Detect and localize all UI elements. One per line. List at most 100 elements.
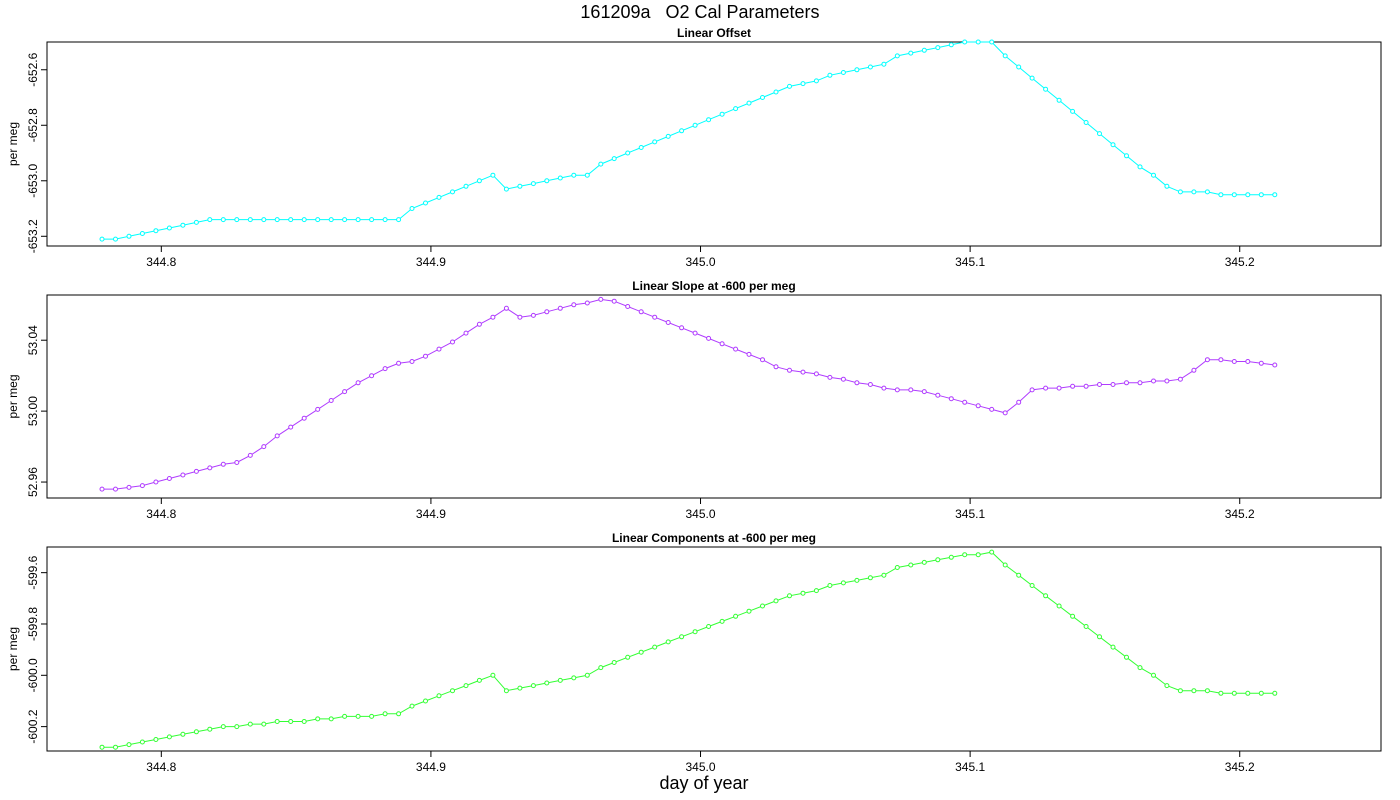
- data-point: [328, 716, 334, 722]
- y-tick-label: -599.6: [26, 555, 40, 589]
- y-tick-label: 53.00: [26, 396, 40, 426]
- data-point: [301, 719, 307, 724]
- data-point: [1110, 644, 1116, 650]
- data-point: [840, 580, 846, 586]
- data-point: [746, 608, 752, 614]
- data-point: [948, 554, 954, 560]
- data-point: [166, 225, 172, 231]
- data-point: [139, 231, 145, 236]
- data-point: [1016, 64, 1022, 70]
- data-point: [1258, 192, 1264, 198]
- data-point: [1124, 654, 1129, 660]
- data-point: [719, 341, 725, 347]
- data-point: [706, 624, 712, 629]
- data-point: [113, 744, 118, 750]
- data-point: [153, 228, 159, 234]
- data-point: [1083, 624, 1089, 629]
- x-tick-label: 345.1: [955, 760, 985, 774]
- data-point: [1258, 360, 1264, 366]
- data-point: [1056, 97, 1062, 103]
- data-point: [827, 583, 833, 588]
- data-point: [1177, 189, 1183, 195]
- data-point: [975, 403, 981, 409]
- x-axis-label: day of year: [659, 773, 749, 793]
- data-point: [315, 217, 321, 223]
- data-point: [396, 360, 402, 366]
- data-point: [989, 549, 995, 555]
- data-point: [1151, 172, 1156, 178]
- data-point: [867, 382, 873, 387]
- data-point: [288, 424, 294, 430]
- data-point: [840, 70, 846, 75]
- data-point: [1177, 688, 1183, 694]
- data-point: [180, 222, 186, 228]
- y-tick-label: -652.8: [26, 108, 40, 142]
- series-line: [102, 41, 1275, 240]
- data-point: [1056, 603, 1062, 609]
- data-point: [1070, 108, 1076, 114]
- data-point: [166, 476, 172, 481]
- y-axis-label: per meg: [6, 374, 20, 418]
- data-point: [1137, 380, 1143, 386]
- data-point: [342, 217, 348, 223]
- data-point: [638, 145, 644, 150]
- data-point: [975, 552, 981, 558]
- data-point: [153, 737, 159, 742]
- data-point: [369, 217, 375, 223]
- data-point: [1258, 690, 1264, 696]
- data-point: [274, 719, 280, 724]
- data-point: [1245, 359, 1251, 364]
- data-point: [787, 367, 792, 373]
- data-point: [355, 217, 361, 223]
- x-tick-label: 345.2: [1225, 255, 1255, 269]
- data-point: [733, 613, 739, 619]
- x-tick-label: 344.9: [416, 255, 446, 269]
- data-point: [1137, 665, 1143, 671]
- data-point: [652, 139, 658, 145]
- data-point: [733, 106, 739, 112]
- data-point: [193, 729, 199, 735]
- data-point: [1204, 189, 1210, 195]
- x-tick-label: 345.0: [686, 507, 716, 521]
- data-point: [1151, 672, 1156, 678]
- data-point: [760, 357, 765, 363]
- data-point: [261, 444, 267, 450]
- data-point: [1043, 593, 1049, 599]
- data-point: [1070, 383, 1076, 389]
- data-point: [530, 312, 536, 318]
- data-point: [679, 634, 685, 640]
- data-point: [1097, 382, 1102, 387]
- data-point: [503, 688, 509, 694]
- data-point: [490, 672, 496, 678]
- data-point: [355, 713, 361, 719]
- data-point: [126, 233, 132, 239]
- y-tick-label: -653.0: [26, 163, 40, 197]
- panel-3: Linear Components at -600 per meg per meg…: [6, 531, 1382, 774]
- data-point: [827, 374, 833, 380]
- data-point: [638, 309, 644, 315]
- data-point: [1164, 183, 1170, 189]
- y-axis-label: per meg: [6, 627, 20, 671]
- data-point: [1272, 362, 1278, 368]
- y-tick-label: -600.0: [26, 658, 40, 692]
- data-point: [261, 217, 267, 223]
- data-point: [139, 483, 145, 489]
- x-tick-label: 345.0: [686, 255, 716, 269]
- data-point: [355, 380, 361, 386]
- data-point: [450, 339, 455, 345]
- data-point: [113, 236, 118, 242]
- data-point: [867, 575, 873, 581]
- data-point: [652, 644, 658, 650]
- data-point: [99, 236, 105, 242]
- y-tick-label: -652.6: [26, 52, 40, 86]
- data-point: [1272, 690, 1278, 696]
- data-point: [854, 577, 860, 583]
- data-point: [423, 353, 428, 359]
- data-point: [274, 433, 280, 439]
- data-point: [692, 330, 698, 336]
- data-point: [679, 325, 685, 331]
- data-point: [706, 335, 712, 341]
- data-point: [450, 189, 455, 195]
- data-point: [1070, 613, 1076, 619]
- data-point: [719, 111, 725, 117]
